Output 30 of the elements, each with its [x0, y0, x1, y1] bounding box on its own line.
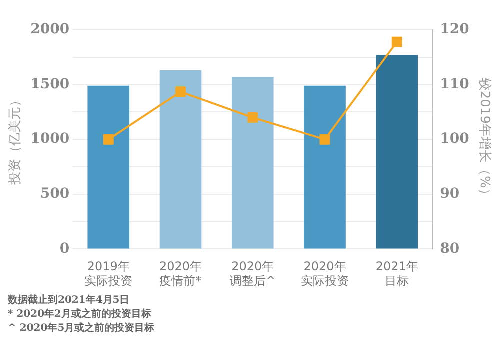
bar: [304, 86, 346, 249]
x-tick-label: 2020年疫情前*: [159, 260, 202, 288]
text: * 2020年2月或之前的投资目标: [8, 308, 153, 322]
bar: [232, 77, 274, 249]
y-tick-label: 1500: [30, 76, 70, 92]
y-axis-title: 投资（亿美元）: [7, 94, 24, 186]
x-tick-label: 2020年实际投资: [300, 260, 349, 288]
y2-tick-label: 90: [440, 186, 460, 202]
text: 数据截止到2021年4月5日: [8, 294, 131, 308]
x-tick-label: 2021年目标: [376, 260, 418, 288]
point: [176, 86, 186, 98]
y2-tick-label: 110: [440, 76, 470, 92]
x-tick-label: 2019年实际投资: [84, 260, 133, 288]
point: [103, 134, 114, 145]
point: [392, 36, 402, 48]
bar: [376, 55, 418, 249]
point: [248, 112, 258, 123]
x-tick-label: 2020年调整后^: [230, 260, 276, 288]
y-tick-label: 500: [40, 186, 70, 202]
y-tick-label: 0: [60, 240, 70, 257]
text: ^ 2020年5月或之前的投资目标: [8, 322, 155, 336]
y-tick-label: 1000: [30, 131, 70, 148]
y2-tick-label: 120: [440, 22, 470, 38]
bar: [88, 86, 130, 249]
point: [320, 134, 330, 145]
y2-tick-label: 100: [440, 131, 470, 148]
y-tick-label: 2000: [30, 22, 70, 38]
y2-tick-label: 80: [440, 240, 460, 257]
y2-axis-title: 较2019年增长（%）: [476, 78, 492, 202]
bar: [160, 70, 202, 249]
